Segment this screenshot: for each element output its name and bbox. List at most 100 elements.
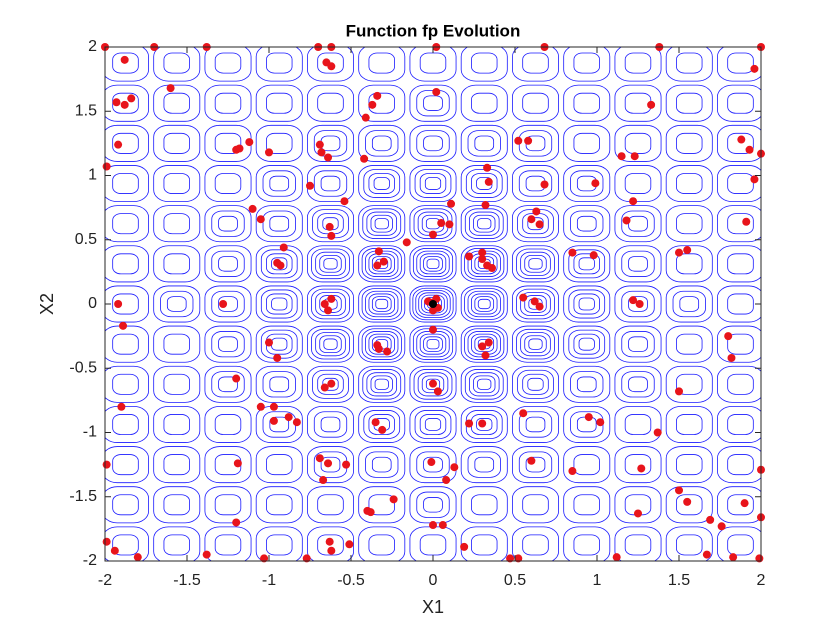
contour-line (474, 296, 495, 312)
contour-line (717, 124, 761, 162)
contour-line (573, 454, 600, 476)
contour-line (112, 132, 139, 154)
point (478, 255, 487, 264)
contour-line (728, 13, 754, 33)
contour-line (563, 84, 611, 122)
contour-line (255, 526, 303, 561)
point (279, 243, 288, 252)
contour-line (218, 376, 238, 393)
contour-line (423, 256, 443, 272)
contour-line (368, 52, 395, 74)
contour-line (312, 369, 349, 399)
contour-line (666, 5, 712, 41)
point (483, 163, 492, 172)
point (584, 413, 593, 422)
contour-line (517, 369, 554, 399)
contour-line (512, 285, 559, 323)
contour-line (417, 372, 449, 397)
contour-line (105, 124, 149, 162)
contour-line (153, 526, 201, 561)
contour-line (307, 486, 354, 524)
point (727, 353, 736, 362)
point (292, 418, 301, 427)
contour-line (323, 338, 338, 350)
y-tick-label: 1 (88, 167, 97, 184)
contour-line (214, 414, 242, 435)
contour-line (727, 132, 754, 154)
point (445, 220, 454, 229)
contour-line (779, 495, 805, 515)
point (488, 264, 497, 273)
contour-line (512, 526, 559, 561)
contour-line (769, 85, 815, 121)
contour-line (522, 373, 549, 395)
contour-line (214, 534, 242, 556)
point (484, 177, 493, 186)
point (478, 248, 487, 257)
contour-line (205, 5, 251, 41)
point (117, 402, 126, 411)
point (265, 338, 273, 347)
point (519, 409, 528, 418)
point (637, 464, 646, 473)
contour-line (518, 170, 553, 197)
point (630, 152, 639, 161)
contour-line (628, 376, 648, 393)
contour-line (214, 52, 242, 74)
contour-line (423, 336, 443, 352)
contour-line (315, 251, 346, 276)
point (460, 542, 469, 551)
contour-line (105, 84, 149, 122)
contour-line (419, 52, 447, 74)
contour-line (665, 325, 713, 363)
contour-line (728, 575, 754, 595)
point (535, 302, 544, 311)
contour-line (362, 369, 402, 400)
contour-line (266, 293, 293, 315)
contour-line (153, 245, 201, 283)
contour-line (204, 47, 252, 82)
point (568, 248, 577, 257)
contour-line (574, 13, 600, 33)
point (514, 554, 523, 563)
contour-line (211, 371, 245, 398)
point (675, 387, 683, 396)
contour-line (727, 414, 754, 435)
point (622, 216, 631, 225)
contour-line (266, 92, 293, 114)
contour-line (320, 416, 341, 433)
contour-line (105, 406, 149, 443)
contour-line (204, 446, 252, 484)
point (245, 138, 254, 147)
contour-line (460, 365, 508, 403)
contour-line (769, 125, 815, 161)
contour-line (163, 333, 190, 355)
contour-line (573, 333, 600, 355)
y-tick-label: -2 (83, 552, 97, 569)
contour-line (625, 13, 651, 33)
contour-line (269, 175, 290, 192)
contour-line (112, 534, 139, 556)
contour-line (717, 406, 761, 443)
contour-line (423, 135, 443, 152)
point (232, 374, 241, 383)
contour-line (153, 124, 201, 162)
contour-line (614, 84, 662, 122)
point (717, 522, 726, 531)
contour-line (153, 446, 201, 484)
contour-line (624, 173, 652, 194)
contour-line (512, 325, 559, 363)
contour-line (368, 293, 395, 315)
contour-line (460, 486, 508, 524)
contour-line (769, 286, 815, 322)
contour-line (516, 328, 555, 360)
contour-line (717, 446, 761, 484)
contour-line (412, 287, 454, 321)
contour-line (307, 526, 354, 561)
contour-line (214, 92, 242, 114)
contour-line (204, 526, 252, 561)
contour-line (524, 335, 547, 353)
contour-line (727, 213, 754, 235)
contour-line (568, 329, 606, 359)
contour-line (255, 124, 303, 162)
